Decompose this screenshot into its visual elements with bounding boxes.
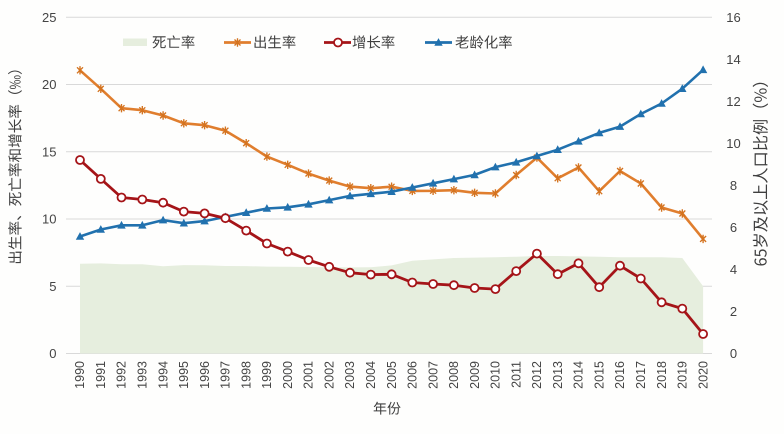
svg-text:6: 6	[730, 220, 737, 235]
svg-text:20: 20	[42, 77, 56, 92]
svg-text:2: 2	[730, 304, 737, 319]
svg-text:2019: 2019	[676, 361, 690, 389]
svg-text:1999: 1999	[260, 361, 274, 389]
svg-text:2001: 2001	[302, 361, 316, 389]
svg-text:2012: 2012	[530, 361, 544, 389]
svg-text:14: 14	[726, 52, 740, 67]
svg-text:2020: 2020	[696, 361, 710, 389]
svg-text:8: 8	[730, 178, 737, 193]
svg-text:0: 0	[49, 346, 56, 361]
svg-text:1997: 1997	[219, 361, 233, 389]
svg-text:0: 0	[730, 346, 737, 361]
svg-text:1995: 1995	[177, 361, 191, 389]
svg-text:5: 5	[49, 279, 56, 294]
svg-text:10: 10	[726, 136, 740, 151]
svg-text:10: 10	[42, 212, 56, 227]
svg-text:2014: 2014	[572, 361, 586, 389]
svg-text:2000: 2000	[281, 361, 295, 389]
svg-text:2015: 2015	[593, 361, 607, 389]
svg-text:2003: 2003	[343, 361, 357, 389]
svg-text:1992: 1992	[115, 361, 129, 389]
svg-text:2013: 2013	[551, 361, 565, 389]
svg-text:2004: 2004	[364, 361, 378, 389]
svg-text:2017: 2017	[634, 361, 648, 389]
svg-text:2006: 2006	[406, 361, 420, 389]
svg-text:2011: 2011	[509, 361, 523, 388]
svg-text:2008: 2008	[447, 361, 461, 389]
svg-text:1998: 1998	[239, 361, 253, 389]
svg-text:12: 12	[726, 94, 740, 109]
svg-text:2018: 2018	[655, 361, 669, 389]
svg-text:25: 25	[42, 10, 56, 25]
svg-text:2002: 2002	[322, 361, 336, 389]
svg-text:2005: 2005	[385, 361, 399, 389]
svg-text:1990: 1990	[73, 361, 87, 389]
svg-text:1991: 1991	[94, 361, 108, 389]
svg-text:2016: 2016	[613, 361, 627, 389]
svg-text:15: 15	[42, 144, 56, 159]
svg-text:1994: 1994	[156, 361, 170, 389]
svg-text:1996: 1996	[198, 361, 212, 389]
svg-text:2009: 2009	[468, 361, 482, 389]
svg-text:2010: 2010	[489, 361, 503, 389]
svg-text:1993: 1993	[136, 361, 150, 389]
svg-text:16: 16	[726, 10, 740, 25]
svg-text:4: 4	[730, 262, 737, 277]
svg-text:2007: 2007	[426, 361, 440, 389]
